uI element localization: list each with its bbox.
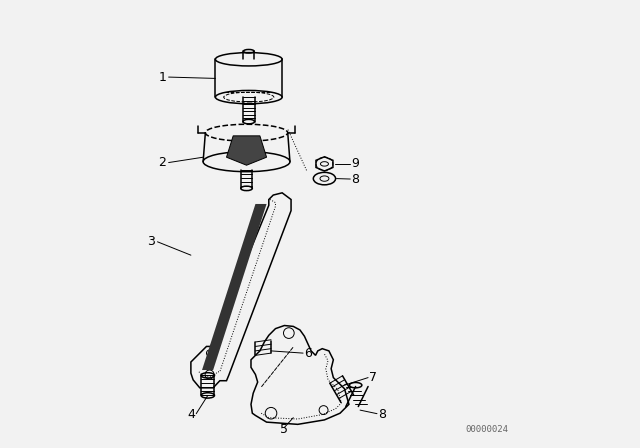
Text: 8: 8 xyxy=(351,172,359,185)
Polygon shape xyxy=(202,204,267,370)
Text: 8: 8 xyxy=(378,408,386,421)
Text: 1: 1 xyxy=(159,71,166,84)
Text: 6: 6 xyxy=(305,347,312,360)
Text: 2: 2 xyxy=(159,156,166,169)
Text: 4: 4 xyxy=(188,408,195,421)
Text: 3: 3 xyxy=(147,235,156,248)
Text: 9: 9 xyxy=(351,157,359,170)
Text: 00000024: 00000024 xyxy=(465,425,508,434)
Text: 7: 7 xyxy=(369,371,377,384)
Polygon shape xyxy=(227,136,267,165)
Text: 5: 5 xyxy=(280,423,289,436)
